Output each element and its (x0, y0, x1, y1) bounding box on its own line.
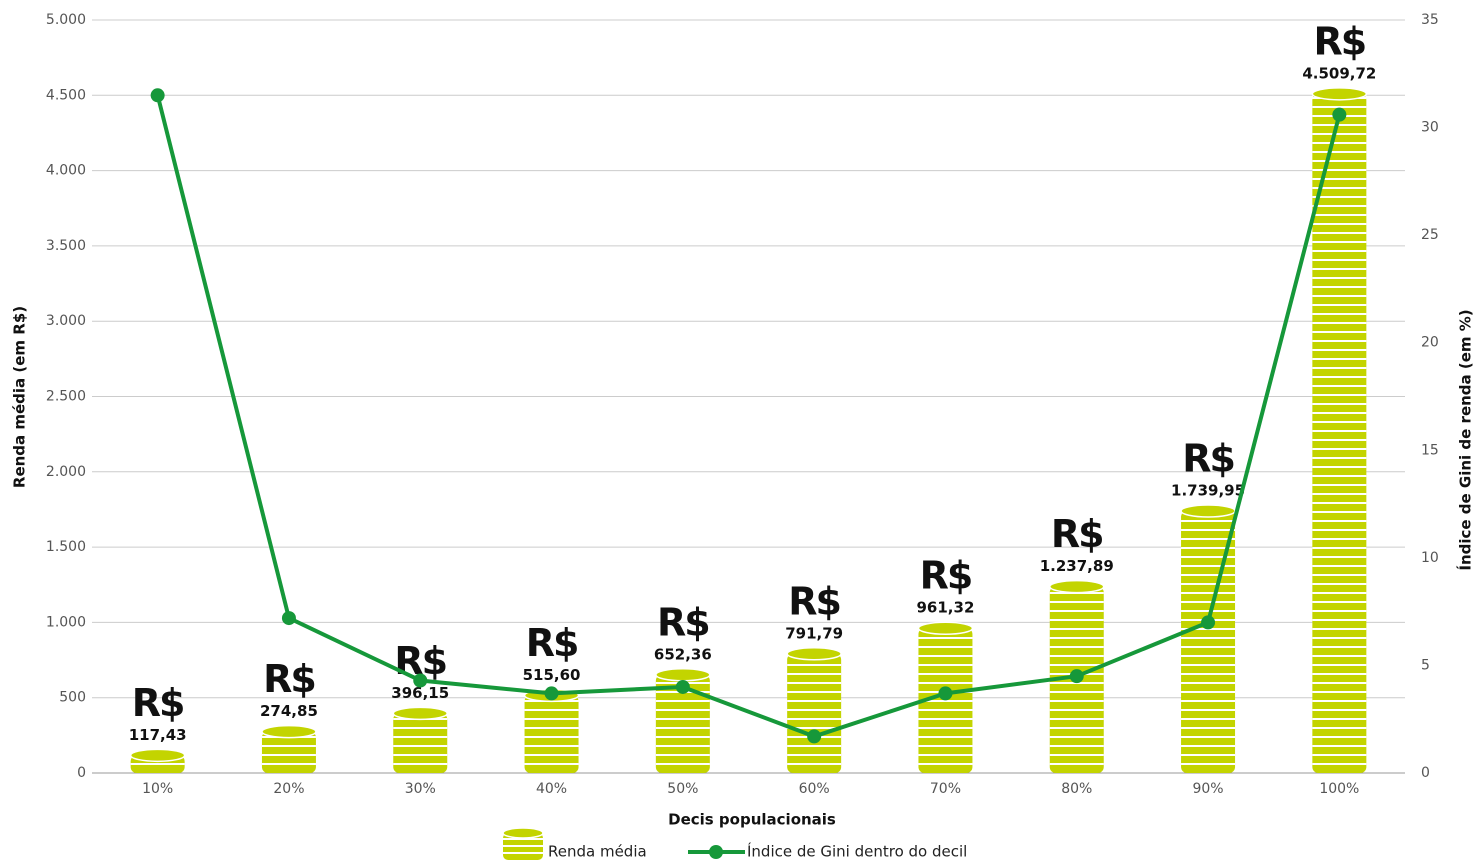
currency-symbol: R$ (526, 621, 578, 665)
line-point (675, 679, 690, 694)
value-label: 1.739,95 (1171, 481, 1245, 499)
legend-label: Renda média (548, 843, 647, 861)
currency-symbol: R$ (657, 600, 709, 644)
y-tick-label: 5.000 (46, 12, 86, 28)
coin-top (261, 724, 317, 739)
currency-symbol: R$ (1051, 512, 1103, 556)
y-tick-label: 1.500 (46, 539, 86, 555)
y2-tick-label: 35 (1421, 12, 1439, 28)
y-tick-label: 500 (59, 690, 86, 706)
y2-tick-label: 10 (1421, 550, 1439, 566)
y2-tick-label: 0 (1421, 765, 1430, 781)
value-label: 652,36 (654, 645, 712, 663)
line-point (413, 673, 428, 688)
y-tick-label: 3.000 (46, 313, 86, 329)
line-point (544, 686, 559, 701)
y-tick-label: 4.000 (46, 163, 86, 179)
currency-symbol: R$ (263, 657, 315, 701)
x-tick-label: 40% (536, 781, 567, 797)
value-label: 791,79 (785, 624, 843, 642)
x-tick-label: 70% (930, 781, 961, 797)
y2-tick-label: 15 (1421, 442, 1439, 458)
line-point (938, 686, 953, 701)
x-tick-label: 90% (1192, 781, 1223, 797)
y2-tick-label: 25 (1421, 227, 1439, 243)
coin-top (786, 647, 842, 661)
y-tick-label: 0 (77, 765, 86, 781)
y-tick-label: 3.500 (46, 238, 86, 254)
coin-top (917, 621, 974, 635)
line-point (1332, 107, 1347, 122)
y-tick-label: 2.500 (46, 389, 86, 405)
y-tick-label: 4.500 (46, 87, 86, 103)
x-tick-label: 100% (1319, 781, 1359, 797)
value-label: 1.237,89 (1040, 557, 1114, 575)
bar (261, 731, 316, 773)
line-point (281, 611, 296, 626)
bar (655, 674, 710, 773)
currency-symbol: R$ (788, 579, 840, 623)
x-tick-label: 30% (405, 781, 436, 797)
line-point (807, 729, 822, 744)
bar (524, 695, 579, 773)
coin-top (1049, 579, 1105, 594)
y2-axis-title: Índice de Gini de renda (em %) (1456, 309, 1475, 570)
line-point (150, 88, 165, 103)
value-label: 961,32 (917, 599, 975, 617)
value-label: 117,43 (129, 726, 187, 744)
coin-top (129, 748, 186, 763)
x-tick-label: 50% (667, 781, 698, 797)
coin-top (502, 827, 544, 839)
value-label: 274,85 (260, 702, 318, 720)
line (155, 94, 1342, 739)
value-label: 515,60 (523, 666, 581, 684)
currency-symbol: R$ (132, 681, 184, 725)
line-point (1201, 615, 1216, 630)
y2-tick-label: 20 (1421, 335, 1439, 351)
y2-tick-label: 30 (1421, 120, 1439, 136)
currency-symbol: R$ (1313, 19, 1365, 63)
line-point (1069, 669, 1084, 684)
x-tick-label: 20% (273, 781, 304, 797)
bar (1312, 93, 1367, 773)
legend-label: Índice de Gini dentro do decil (747, 842, 967, 861)
coin-top (392, 706, 448, 721)
value-label: 396,15 (391, 684, 449, 702)
x-axis-title: Decis populacionais (668, 811, 836, 829)
x-tick-label: 60% (799, 781, 830, 797)
currency-symbol: R$ (920, 554, 972, 598)
y-tick-label: 1.000 (46, 614, 86, 630)
x-tick-label: 10% (142, 781, 173, 797)
coin-top (655, 668, 711, 682)
y2-tick-label: 5 (1421, 657, 1430, 673)
legend-swatch-dot (709, 845, 723, 859)
coin-top (1311, 87, 1368, 101)
x-tick-label: 80% (1061, 781, 1092, 797)
currency-symbol: R$ (1182, 436, 1234, 480)
y-tick-label: 2.000 (46, 464, 86, 480)
y-axis-title: Renda média (em R$) (11, 306, 29, 488)
coin-top (1180, 504, 1236, 518)
value-label: 4.509,72 (1302, 64, 1376, 82)
